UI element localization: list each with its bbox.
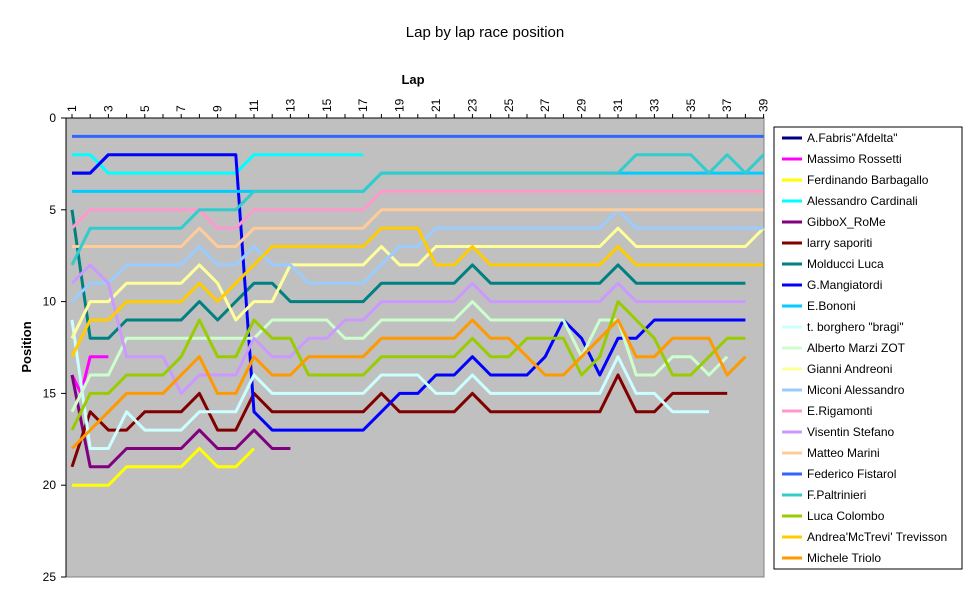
series-line-15 [72,208,764,248]
series-line-18 [70,300,746,431]
series-line-6 [70,209,746,340]
x-tick-label: 35 [684,98,698,112]
legend-label: F.Paltrinieri [807,488,866,502]
series-line-4 [70,374,291,469]
series-line-5 [70,373,728,468]
legend-label: Molducci Luca [807,257,884,271]
legend-label: E.Bononi [807,299,856,313]
legend-label: Alessandro Cardinali [807,194,918,208]
legend-label: larry saporiti [807,236,872,250]
legend-label: Luca Colombo [807,509,885,523]
legend-label: Visentin Stefano [807,425,895,439]
legend-label: t. borghero "bragi" [807,320,904,334]
x-tick-label: 29 [575,98,589,112]
y-tick-label: 15 [43,386,57,400]
y-tick-label: 5 [49,203,56,217]
series-line-7 [72,153,746,432]
legend-label: Ferdinando Barbagallo [807,173,929,187]
y-tick-label: 0 [49,111,56,125]
legend-label: Gianni Andreoni [807,362,892,376]
legend-label: Andrea'McTrevi' Trevisson [807,530,947,544]
x-tick-label: 7 [174,105,188,112]
legend-label: Massimo Rossetti [807,152,902,166]
series-line-3 [72,153,364,175]
legend-label: GibboX_RoMe [807,215,886,229]
x-tick-label: 37 [720,98,734,112]
legend-label: G.Mangiatordi [807,278,882,292]
x-tick-label: 11 [247,99,261,112]
x-tick-label: 19 [393,98,407,112]
legend-label: Miconi Alessandro [807,383,905,397]
x-tick-label: 17 [356,98,370,112]
series-lines [70,134,765,487]
x-tick-label: 15 [320,98,334,112]
chart-title: Lap by lap race position [406,24,564,41]
series-line-17 [70,153,765,266]
x-tick-label: 9 [211,105,225,112]
x-tick-label: 25 [502,98,516,112]
legend-label: Matteo Marini [807,446,880,460]
x-tick-label: 1 [65,105,79,112]
series-line-12 [70,208,764,303]
x-tick-label: 3 [101,105,115,112]
y-tick-label: 20 [43,478,57,492]
legend-label: Michele Triolo [807,551,881,565]
y-axis-label: Position [19,321,34,372]
y-tick-label: 10 [43,295,57,309]
series-line-14 [70,263,746,395]
plot-area [65,117,765,578]
x-tick-label: 21 [429,98,443,112]
series-line-11 [70,226,765,339]
x-tick-label: 5 [138,105,152,112]
legend-label: E.Rigamonti [807,404,872,418]
x-tick-label: 39 [757,98,771,112]
x-tick-label: 33 [647,98,661,112]
series-line-1 [70,355,109,395]
series-line-2 [72,447,256,487]
x-tick-label: 31 [611,98,625,112]
legend-label: A.Fabris"Afdelta" [807,131,898,145]
series-line-13 [70,189,764,230]
x-tick-label: 27 [538,98,552,112]
series-line-20 [70,318,747,450]
y-tick-label: 25 [43,570,57,584]
x-tick-label: 13 [283,98,297,112]
series-line-9 [70,319,709,450]
legend-label: Federico Fistarol [807,467,896,481]
series-line-19 [70,226,764,358]
x-axis-ticks: 1 3 5 7 9 11 13 15 17 19 21 23 25 27 29 31 33 35 37 39 [65,98,771,119]
legend-label: Alberto Marzi ZOT [807,341,906,355]
legend-box [773,126,963,570]
y-axis-ticks: 0 5 10 15 20 25 [43,111,67,584]
x-tick-label: 23 [465,98,479,112]
x-axis-label: Lap [401,72,424,87]
legend: A.Fabris"Afdelta" Massimo Rossetti Ferdina… [782,131,947,565]
